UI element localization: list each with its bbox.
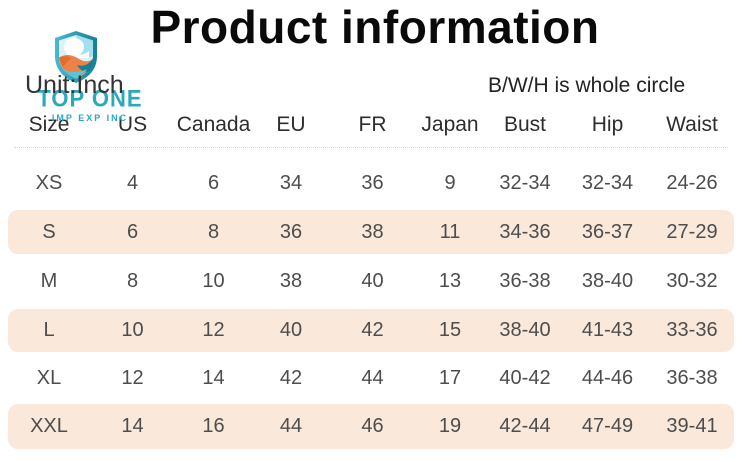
table-cell: 39-41 bbox=[666, 415, 718, 437]
table-cell: 4 bbox=[126, 171, 139, 194]
table-cell: 14 bbox=[121, 415, 144, 437]
table-cell: 33-36 bbox=[666, 319, 718, 341]
header-cell: Canada bbox=[176, 113, 251, 136]
table-cell: 32-34 bbox=[499, 171, 551, 194]
table-cell: 14 bbox=[202, 366, 225, 389]
table-cell: 15 bbox=[438, 319, 462, 341]
brand-logo: TOP ONE IMP EXP INC bbox=[28, 26, 148, 126]
table-cell: 24-26 bbox=[666, 171, 718, 194]
table-cell: 38 bbox=[361, 220, 384, 243]
table-cell: 36-38 bbox=[499, 270, 551, 292]
table-cell: 47-49 bbox=[581, 415, 634, 437]
table-cell: 36-38 bbox=[666, 366, 718, 389]
header-cell: US bbox=[117, 113, 148, 136]
table-cell: 38-40 bbox=[499, 319, 551, 341]
header-cell: EU bbox=[276, 113, 306, 136]
table-cell: 34-36 bbox=[499, 220, 551, 243]
table-cell: 34 bbox=[279, 171, 303, 194]
table-cell: 36-37 bbox=[581, 220, 634, 243]
header-divider bbox=[14, 147, 728, 148]
table-cell: 42 bbox=[279, 366, 303, 389]
table-cell: 41-43 bbox=[581, 319, 634, 341]
table-cell: 16 bbox=[202, 415, 225, 437]
table-cell: 44 bbox=[361, 366, 384, 389]
table-row: XS 4 6 34 36 9 32-34 32-34 24-26 bbox=[8, 156, 734, 210]
table-row: M 8 10 38 40 13 36-38 38-40 30-32 bbox=[8, 254, 734, 309]
header-cell: FR bbox=[358, 113, 387, 136]
table-cell: 10 bbox=[202, 270, 225, 292]
size-label-cell: L bbox=[43, 319, 55, 341]
table-row: S 6 8 36 38 11 34-36 36-37 27-29 bbox=[8, 210, 734, 254]
table-cell: 12 bbox=[121, 366, 144, 389]
logo-subtitle: IMP EXP INC bbox=[51, 113, 129, 123]
size-label-cell: XS bbox=[35, 171, 63, 194]
table-cell: 6 bbox=[126, 220, 139, 243]
unit-note: Unit:Inch bbox=[25, 71, 124, 99]
page-title: Product information bbox=[150, 1, 600, 53]
bwh-note: B/W/H is whole circle bbox=[488, 74, 686, 97]
table-cell: 27-29 bbox=[666, 220, 718, 243]
table-body: XS 4 6 34 36 9 32-34 32-34 24-26 S 6 8 36 38 11 34-36 36… bbox=[8, 148, 734, 449]
header-cell: Bust bbox=[503, 113, 547, 136]
table-cell: 12 bbox=[202, 319, 225, 341]
table-cell: 42 bbox=[361, 319, 384, 341]
header-cell: Size bbox=[28, 113, 70, 136]
table-cell: 46 bbox=[361, 415, 384, 437]
table-cell: 9 bbox=[444, 171, 456, 194]
header-cell: Hip bbox=[591, 113, 624, 136]
table-cell: 40-42 bbox=[499, 366, 551, 389]
table-cell: 44-46 bbox=[581, 366, 634, 389]
header-cell: Waist bbox=[666, 113, 718, 136]
table-cell: 8 bbox=[207, 220, 220, 243]
table-cell: 38 bbox=[279, 270, 303, 292]
table-header-row: Size US Canada EU FR Japan Bust Hip Waist bbox=[8, 103, 734, 147]
table-cell: 19 bbox=[438, 415, 462, 437]
size-label-cell: XXL bbox=[30, 415, 68, 437]
header-cell: Japan bbox=[421, 113, 479, 136]
table-row: L 10 12 40 42 15 38-40 41-43 33-36 bbox=[8, 309, 734, 352]
size-label-cell: S bbox=[42, 220, 56, 243]
table-cell: 40 bbox=[279, 319, 303, 341]
table-cell: 30-32 bbox=[666, 270, 718, 292]
table-cell: 8 bbox=[126, 270, 139, 292]
size-chart-table: Size US Canada EU FR Japan Bust Hip Waist XS 4 6 34… bbox=[8, 103, 734, 449]
table-cell: 11 bbox=[439, 220, 461, 243]
table-row: XL 12 14 42 44 17 40-42 44-46 36-38 bbox=[8, 352, 734, 404]
table-cell: 40 bbox=[361, 270, 384, 292]
table-cell: 44 bbox=[279, 415, 303, 437]
table-cell: 32-34 bbox=[581, 171, 634, 194]
table-cell: 10 bbox=[121, 319, 144, 341]
logo-brand-name: TOP ONE bbox=[37, 84, 143, 112]
table-cell: 36 bbox=[279, 220, 303, 243]
table-cell: 6 bbox=[207, 171, 220, 194]
table-cell: 13 bbox=[438, 270, 462, 292]
shield-waves-icon bbox=[55, 31, 97, 83]
table-cell: 36 bbox=[361, 171, 384, 194]
table-cell: 17 bbox=[438, 366, 462, 389]
size-label-cell: M bbox=[40, 270, 58, 292]
table-cell: 38-40 bbox=[581, 270, 634, 292]
table-cell: 42-44 bbox=[499, 415, 551, 437]
table-row: XXL 14 16 44 46 19 42-44 47-49 39-41 bbox=[8, 404, 734, 449]
size-label-cell: XL bbox=[36, 366, 62, 389]
